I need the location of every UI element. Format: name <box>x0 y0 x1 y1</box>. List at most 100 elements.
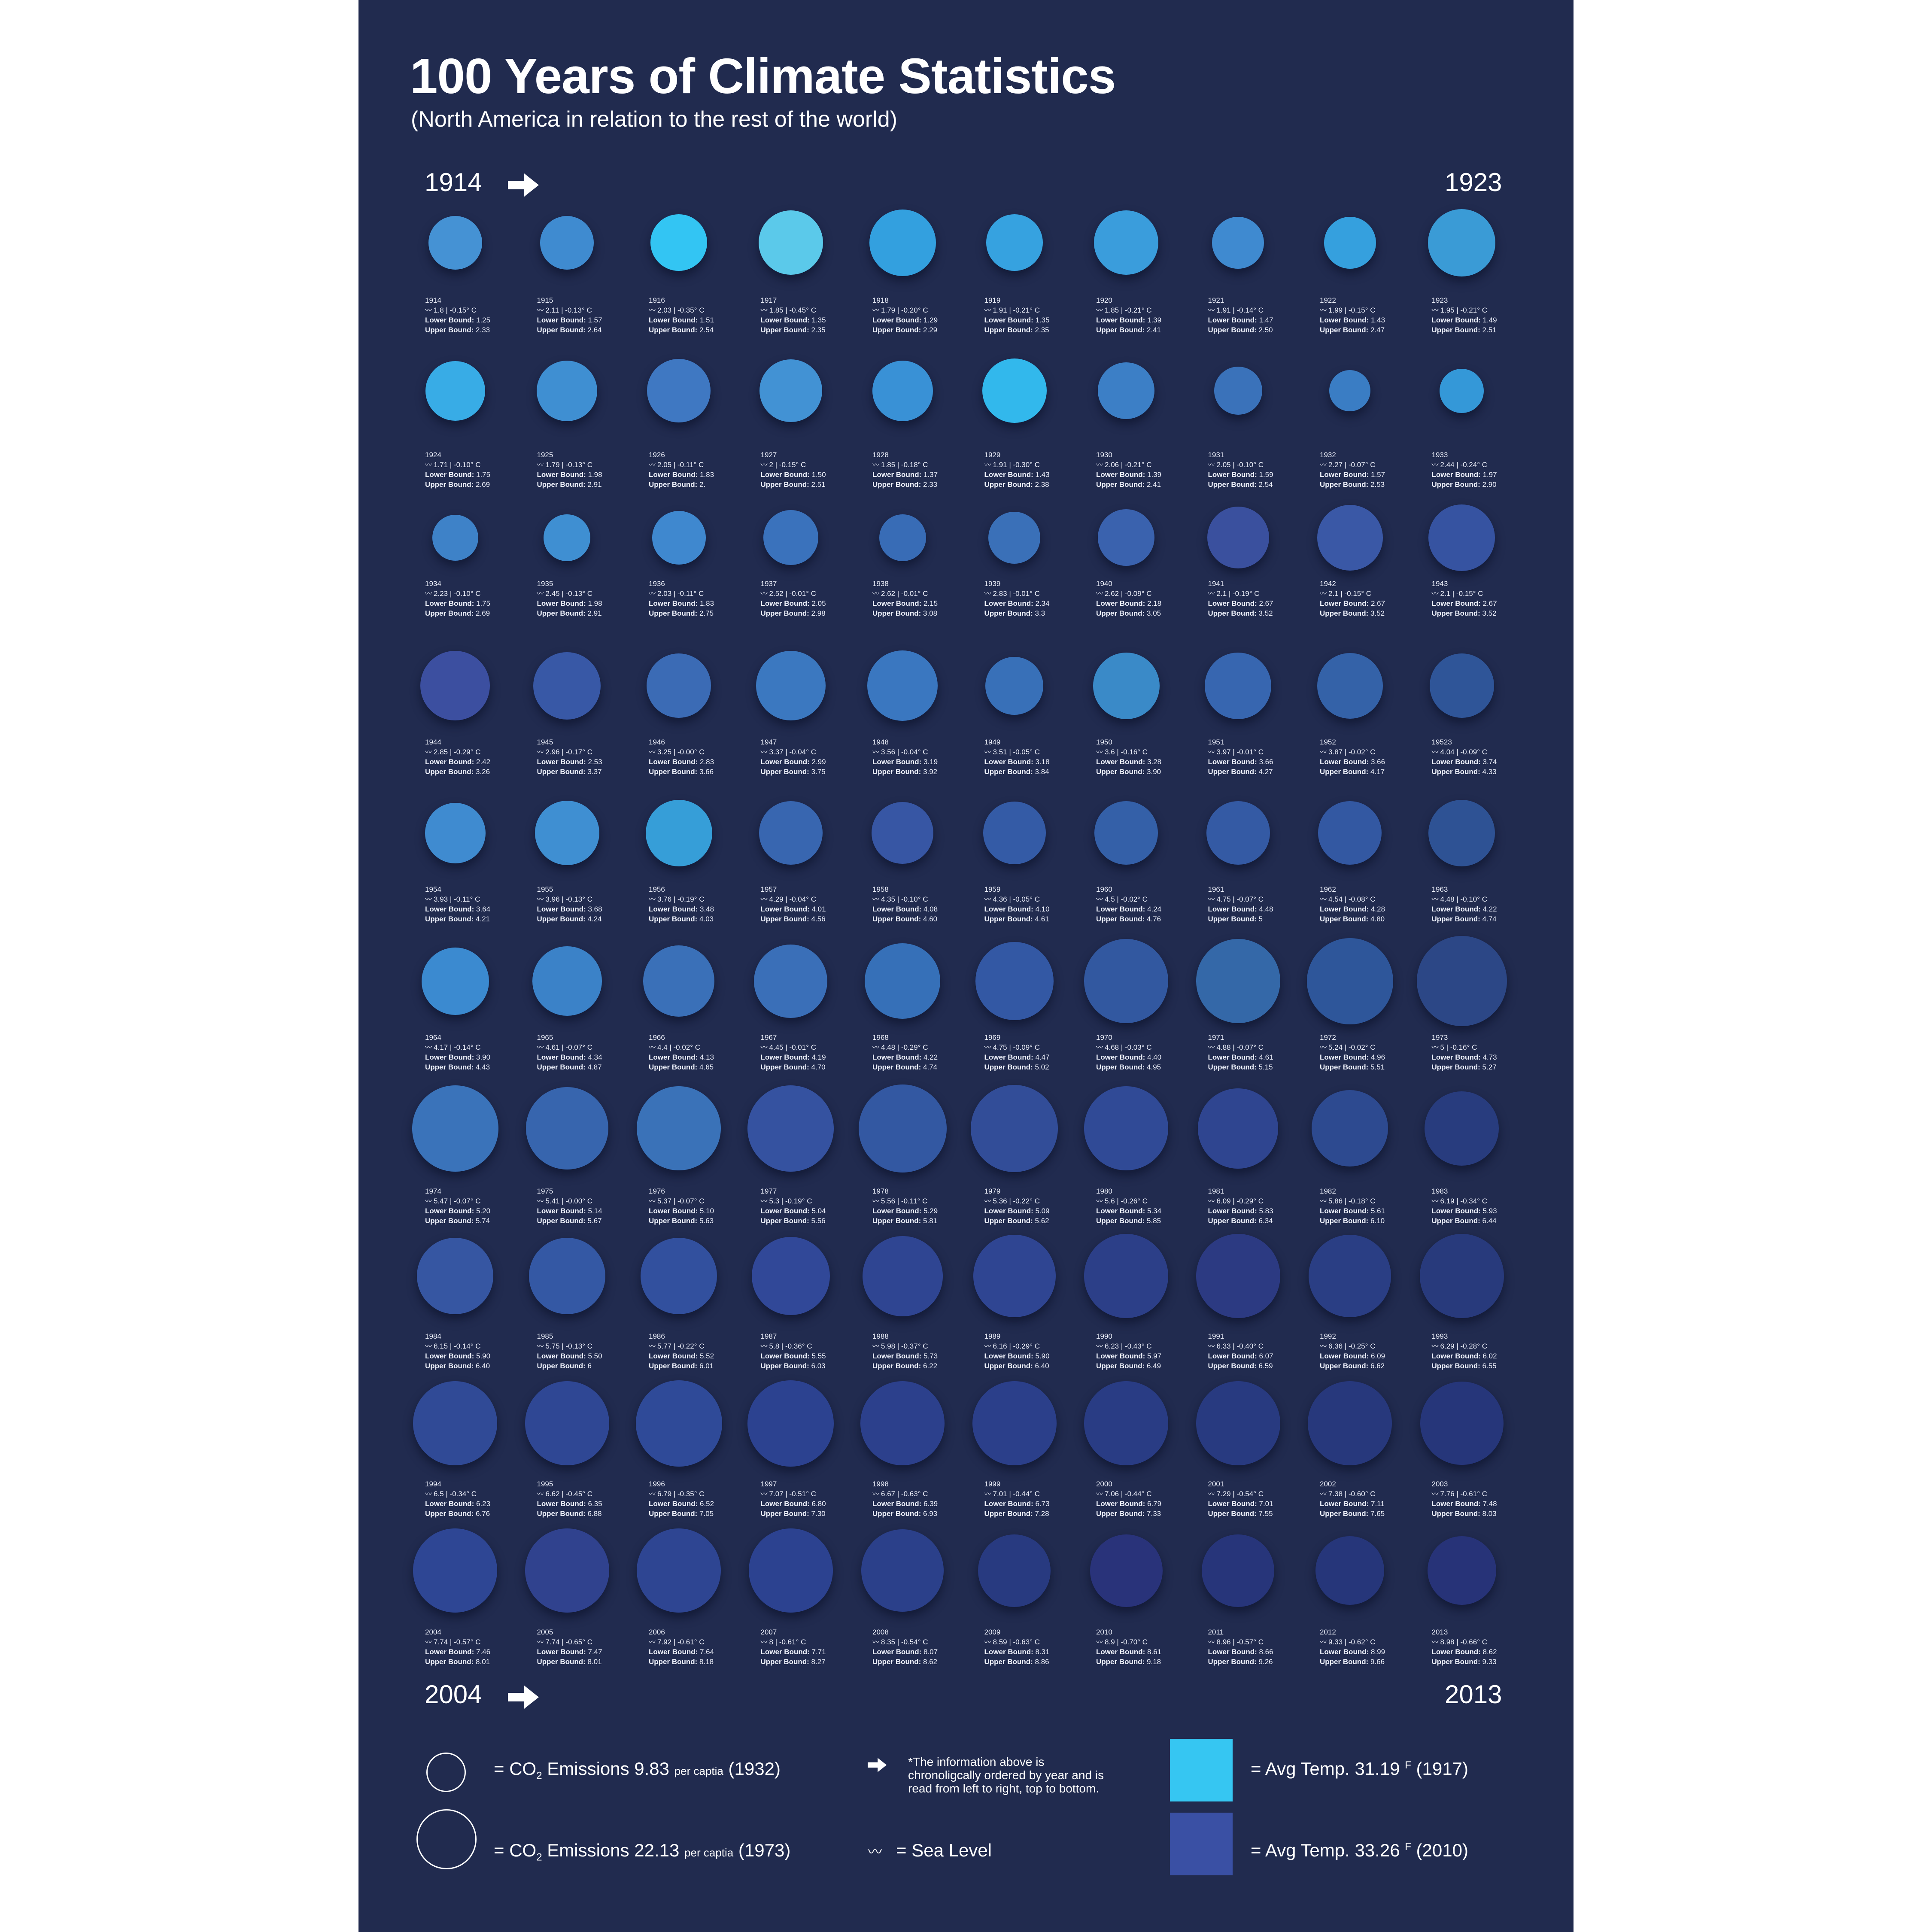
sea-level-anomaly: 〰 6.62 | -0.45° C <box>537 1490 593 1498</box>
bubble-1988 <box>862 1236 943 1316</box>
bubble-1950 <box>1093 652 1160 719</box>
sea-level-wave-icon: 〰 <box>425 895 432 903</box>
sea-level-wave-icon: 〰 <box>649 1490 656 1498</box>
bubble-2013 <box>1427 1536 1496 1605</box>
upper-bound: Upper Bound: 6.40 <box>984 1362 1049 1370</box>
sea-level-wave-icon: 〰 <box>537 1342 544 1350</box>
upper-bound: Upper Bound: 2.38 <box>984 480 1049 489</box>
sea-level-anomaly: 〰 7.76 | -0.61° C <box>1431 1490 1488 1498</box>
bubble-label-1958: 1958 〰 4.35 | -0.10° C Lower Bound: 4.08 Upp… <box>872 884 938 924</box>
sea-level-wave-icon: 〰 <box>760 895 768 903</box>
lower-bound: Lower Bound: 4.13 <box>649 1053 714 1061</box>
end-year-bottom: 2013 <box>1445 1680 1502 1709</box>
sea-level-wave-icon: 〰 <box>537 895 544 903</box>
year-label: 1969 <box>984 1033 1001 1042</box>
sea-level-wave-icon: 〰 <box>1431 895 1439 903</box>
upper-bound: Upper Bound: 6.01 <box>649 1362 714 1370</box>
sea-level-wave-icon: 〰 <box>760 461 768 469</box>
upper-bound: Upper Bound: 2.47 <box>1320 326 1385 334</box>
bubble-1964 <box>421 947 489 1015</box>
bubble-label-1952: 1952 〰 3.87 | -0.02° C Lower Bound: 3.66 Upp… <box>1320 737 1385 777</box>
upper-bound: Upper Bound: 5.67 <box>537 1217 602 1225</box>
sea-level-anomaly: 〰 6.79 | -0.35° C <box>649 1490 705 1498</box>
year-label: 1944 <box>425 738 441 746</box>
bubble-label-1995: 1995 〰 6.62 | -0.45° C Lower Bound: 6.35 Upp… <box>537 1479 602 1519</box>
upper-bound: Upper Bound: 4.74 <box>872 1063 938 1071</box>
bubble-1923 <box>1428 209 1495 276</box>
upper-bound: Upper Bound: 4.60 <box>872 915 938 923</box>
year-label: 1919 <box>984 296 1001 304</box>
year-label: 1948 <box>872 738 889 746</box>
bubble-label-2013: 2013 〰 8.98 | -0.66° C Lower Bound: 8.62 Upp… <box>1432 1627 1497 1667</box>
year-label: 1943 <box>1431 580 1448 588</box>
upper-bound: Upper Bound: 4.17 <box>1320 768 1385 776</box>
sea-level-anomaly: 〰 5.56 | -0.11° C <box>872 1197 928 1205</box>
year-label: 1933 <box>1431 451 1448 459</box>
year-label: 1935 <box>537 580 553 588</box>
bubble-label-1988: 1988 〰 5.98 | -0.37° C Lower Bound: 5.73 Upp… <box>872 1331 938 1371</box>
bubble-label-1935: 1935 〰 2.45 | -0.13° C Lower Bound: 1.98 Upp… <box>537 579 602 618</box>
lower-bound: Lower Bound: 6.79 <box>1096 1500 1162 1508</box>
upper-bound: Upper Bound: 2.29 <box>872 326 938 334</box>
year-label: 2000 <box>1096 1480 1112 1488</box>
bubble-2010 <box>1090 1534 1163 1607</box>
bubble-label-1966: 1966 〰 4.4 | -0.02° C Lower Bound: 4.13 Uppe… <box>649 1033 714 1072</box>
sea-level-anomaly: 〰 5.3 | -0.19° C <box>760 1197 812 1205</box>
page-title: 100 Years of Climate Statistics <box>410 48 1116 104</box>
lower-bound: Lower Bound: 4.08 <box>872 905 938 913</box>
sea-level-anomaly: 〰 1.79 | -0.20° C <box>872 306 928 314</box>
bubble-label-1925: 1925 〰 1.79 | -0.13° C Lower Bound: 1.98 Upp… <box>537 450 602 489</box>
lower-bound: Lower Bound: 1.75 <box>425 471 491 479</box>
lower-bound: Lower Bound: 8.07 <box>872 1648 938 1656</box>
upper-bound: Upper Bound: 6.59 <box>1208 1362 1273 1370</box>
bubble-label-1959: 1959 〰 4.36 | -0.05° C Lower Bound: 4.10 Upp… <box>984 884 1050 924</box>
year-label: 1922 <box>1320 296 1336 304</box>
bubble-label-1991: 1991 〰 6.33 | -0.40° C Lower Bound: 6.07 Upp… <box>1208 1331 1273 1371</box>
year-label: 1917 <box>760 296 777 304</box>
year-label: 1990 <box>1096 1332 1112 1340</box>
sea-level-anomaly: 〰 4.75 | -0.07° C <box>1208 895 1264 903</box>
upper-bound: Upper Bound: 2.33 <box>872 480 938 489</box>
bubble-1922 <box>1324 216 1376 269</box>
bubble-1951 <box>1205 652 1271 719</box>
lower-bound: Lower Bound: 6.23 <box>425 1500 491 1508</box>
year-label: 1999 <box>984 1480 1001 1488</box>
sea-level-wave-icon: 〰 <box>1096 1043 1103 1051</box>
bubble-label-1982: 1982 〰 5.86 | -0.18° C Lower Bound: 5.61 Upp… <box>1320 1186 1385 1226</box>
sea-level-wave-icon: 〰 <box>1320 1197 1327 1205</box>
upper-bound: Upper Bound: 4.56 <box>760 915 826 923</box>
sea-level-anomaly: 〰 1.8 | -0.15° C <box>425 306 477 314</box>
lower-bound: Lower Bound: 5.14 <box>537 1207 602 1215</box>
bubble-2006 <box>637 1528 721 1613</box>
bubble-1924 <box>425 361 485 421</box>
sea-level-anomaly: 〰 1.99 | -0.15° C <box>1320 306 1376 314</box>
sea-level-wave-icon: 〰 <box>872 461 880 469</box>
bubble-1931 <box>1214 367 1262 415</box>
upper-bound: Upper Bound: 2.50 <box>1208 326 1273 334</box>
sea-level-anomaly: 〰 6.09 | -0.29° C <box>1208 1197 1264 1205</box>
sea-level-wave-icon: 〰 <box>1431 1043 1439 1051</box>
upper-bound: Upper Bound: 2.90 <box>1431 480 1497 489</box>
year-label: 1921 <box>1208 296 1224 304</box>
year-label: 2011 <box>1208 1628 1224 1636</box>
year-label: 2008 <box>872 1628 889 1636</box>
bubble-label-1972: 1972 〰 5.24 | -0.02° C Lower Bound: 4.96 Upp… <box>1320 1033 1385 1072</box>
sea-level-anomaly: 〰 4.54 | -0.08° C <box>1320 895 1376 903</box>
bubble-label-1936: 1936 〰 2.03 | -0.11° C Lower Bound: 1.83 Upp… <box>649 579 714 618</box>
year-label: 1986 <box>649 1332 665 1340</box>
upper-bound: Upper Bound: 6.93 <box>872 1510 938 1518</box>
lower-bound: Lower Bound: 8.66 <box>1208 1648 1273 1656</box>
upper-bound: Upper Bound: 2.91 <box>537 609 602 617</box>
upper-bound: Upper Bound: 8.01 <box>537 1658 602 1666</box>
sea-level-anomaly: 〰 2.44 | -0.24° C <box>1431 461 1488 469</box>
bubble-1949 <box>985 656 1043 715</box>
upper-bound: Upper Bound: 4.33 <box>1431 768 1497 776</box>
bubble-1970 <box>1084 939 1168 1023</box>
bubble-label-1990: 1990 〰 6.23 | -0.43° C Lower Bound: 5.97 Upp… <box>1096 1331 1161 1371</box>
bubble-1947 <box>756 651 826 720</box>
year-label: 1929 <box>984 451 1001 459</box>
lower-bound: Lower Bound: 5.93 <box>1431 1207 1497 1215</box>
upper-bound: Upper Bound: 2.54 <box>1208 480 1273 489</box>
upper-bound: Upper Bound: 3.52 <box>1208 609 1273 617</box>
bubble-label-1985: 1985 〰 5.75 | -0.13° C Lower Bound: 5.50 Upp… <box>537 1331 602 1371</box>
